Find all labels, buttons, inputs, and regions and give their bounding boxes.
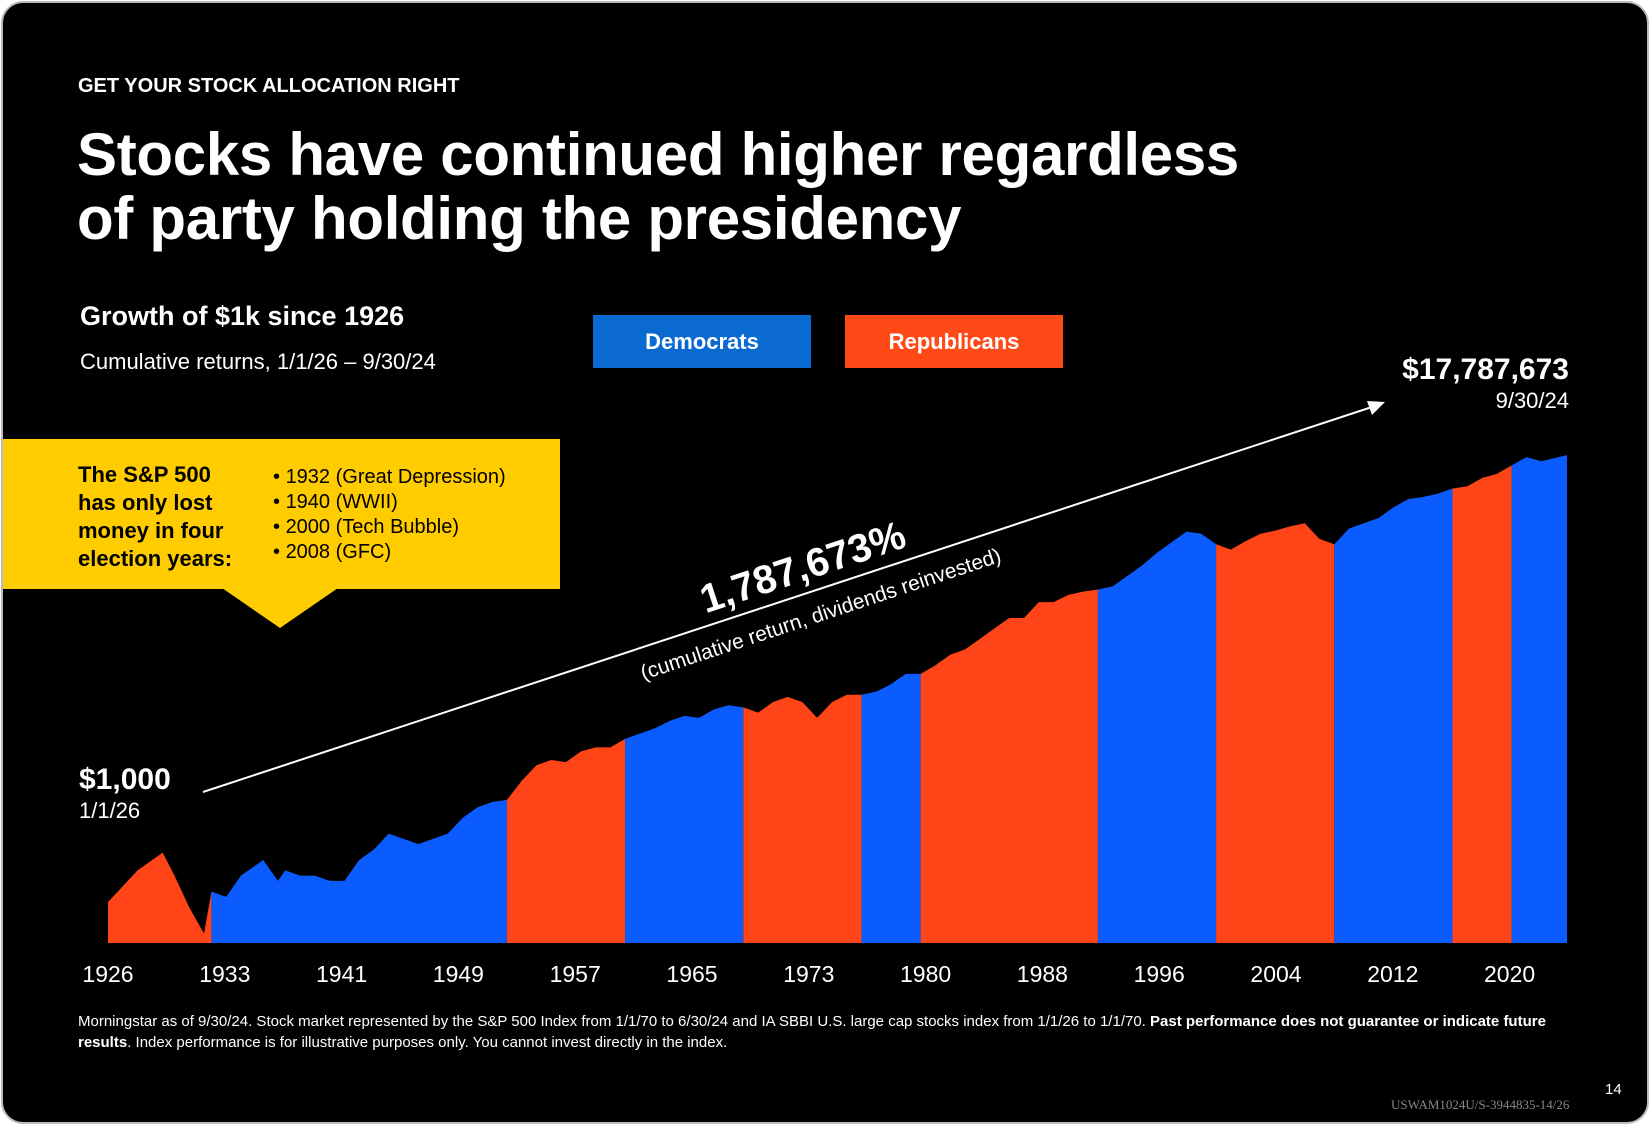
x-tick-label: 1965 bbox=[666, 961, 718, 987]
end-value-label: $17,787,673 bbox=[1402, 353, 1569, 386]
x-tick-label: 2012 bbox=[1367, 961, 1419, 987]
x-tick-label: 1926 bbox=[82, 961, 134, 987]
x-tick-label: 1973 bbox=[783, 961, 835, 987]
arrowhead-icon bbox=[1367, 401, 1385, 415]
republican-period-area bbox=[743, 694, 862, 943]
footnote-text: Morningstar as of 9/30/24. Stock market … bbox=[78, 1013, 1151, 1030]
callout-pointer bbox=[222, 588, 338, 628]
democrat-period-area bbox=[1097, 531, 1217, 943]
callout-list: 1932 (Great Depression) 1940 (WWII) 2000… bbox=[273, 465, 506, 565]
title-line-2: of party holding the presidency bbox=[77, 185, 962, 252]
democrat-period-area bbox=[861, 673, 921, 943]
x-tick-label: 1996 bbox=[1133, 961, 1185, 987]
x-tick-label: 1941 bbox=[316, 961, 368, 987]
democrat-period-area bbox=[625, 705, 744, 943]
x-tick-label: 1988 bbox=[1016, 961, 1068, 987]
eyebrow: GET YOUR STOCK ALLOCATION RIGHT bbox=[78, 75, 460, 97]
callout-box: The S&P 500 has only lost money in four … bbox=[3, 439, 560, 589]
document-code: USWAM1024U/S-3944835-14/26 bbox=[1391, 1097, 1570, 1112]
republican-period-area bbox=[1216, 523, 1335, 943]
title-line-1: Stocks have continued higher regardless bbox=[77, 121, 1239, 188]
start-date-label: 1/1/26 bbox=[79, 798, 141, 823]
chart-subtitle: Cumulative returns, 1/1/26 – 9/30/24 bbox=[80, 349, 436, 374]
republican-period-area bbox=[920, 589, 1098, 943]
growth-chart bbox=[108, 401, 1567, 943]
callout-item: 2000 (Tech Bubble) bbox=[273, 515, 506, 540]
democrat-period-area bbox=[211, 799, 507, 943]
republican-period-area bbox=[1452, 465, 1512, 943]
callout-heading: The S&P 500 has only lost money in four … bbox=[78, 462, 233, 571]
growth-arrow-line bbox=[202, 405, 1376, 793]
x-tick-label: 1933 bbox=[199, 961, 251, 987]
legend-republicans: Republicans bbox=[845, 315, 1063, 368]
slide-title: Stocks have continued higher regardless … bbox=[77, 123, 1239, 251]
footnote-tail: . Index performance is for illustrative … bbox=[127, 1034, 728, 1051]
start-value-label: $1,000 bbox=[79, 763, 171, 796]
chart-title: Growth of $1k since 1926 bbox=[80, 301, 405, 331]
republican-period-area bbox=[108, 852, 212, 943]
footnote-disclaimer: Past performance does not guarantee or i… bbox=[78, 1013, 1546, 1051]
callout-item: 1940 (WWII) bbox=[273, 490, 506, 515]
x-tick-label: 1957 bbox=[549, 961, 601, 987]
page-number: 14 bbox=[1605, 1081, 1622, 1098]
x-tick-label: 1949 bbox=[432, 961, 484, 987]
footnote: Morningstar as of 9/30/24. Stock market … bbox=[78, 1011, 1578, 1053]
callout-item: 2008 (GFC) bbox=[273, 540, 506, 565]
democrat-period-area bbox=[1334, 488, 1453, 943]
democrat-period-area bbox=[1511, 455, 1567, 943]
x-tick-label: 2020 bbox=[1484, 961, 1536, 987]
x-tick-label: 1980 bbox=[900, 961, 952, 987]
republican-period-area bbox=[506, 738, 626, 943]
callout-item: 1932 (Great Depression) bbox=[273, 465, 506, 490]
end-date-label: 9/30/24 bbox=[1495, 388, 1569, 413]
legend-democrats: Democrats bbox=[593, 315, 811, 368]
x-tick-label: 2004 bbox=[1250, 961, 1302, 987]
